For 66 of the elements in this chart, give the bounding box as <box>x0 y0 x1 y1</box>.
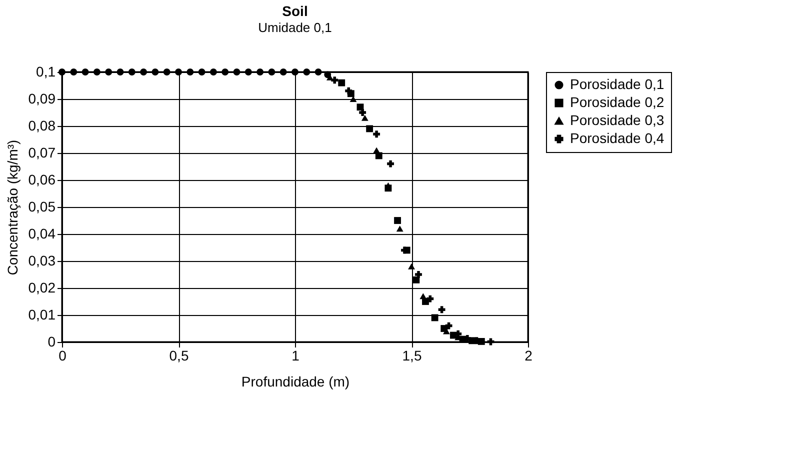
point <box>140 68 148 76</box>
point <box>292 68 298 76</box>
chart-title: Soil <box>282 3 308 19</box>
point <box>366 125 374 132</box>
point <box>233 68 240 76</box>
legend-label: Porosidade 0,2 <box>570 94 664 110</box>
x-tick-label: 0 <box>58 348 67 364</box>
point <box>222 68 229 76</box>
point <box>387 160 394 168</box>
legend-label: Porosidade 0,1 <box>570 76 664 92</box>
y-tick-label: 0,06 <box>28 172 56 188</box>
point <box>338 79 346 86</box>
y-tick-label: 0,1 <box>36 64 56 80</box>
x-tick-label: 0,5 <box>169 348 189 364</box>
point <box>116 68 124 76</box>
x-tick-label: 2 <box>524 348 533 364</box>
point <box>152 68 159 76</box>
point <box>210 68 217 76</box>
point <box>394 217 401 224</box>
point <box>175 68 182 76</box>
y-tick-label: 0,07 <box>28 144 56 160</box>
point <box>373 130 380 138</box>
x-tick-label: 1,5 <box>402 348 422 364</box>
point <box>396 226 404 232</box>
point <box>415 271 422 278</box>
point <box>82 68 89 76</box>
point <box>186 68 194 76</box>
point <box>314 68 322 76</box>
point <box>431 314 438 322</box>
x-axis-title: Profundidade (m) <box>241 374 350 390</box>
point <box>244 68 252 76</box>
point <box>128 68 136 76</box>
point <box>105 68 112 76</box>
y-tick-label: 0,03 <box>28 252 56 268</box>
point <box>303 68 310 76</box>
chart-subtitle: Umidade 0,1 <box>258 20 332 35</box>
point <box>280 68 287 76</box>
y-tick-label: 0 <box>48 334 56 350</box>
point <box>384 182 392 188</box>
y-tick-label: 0,02 <box>28 280 56 296</box>
point <box>93 68 100 76</box>
point <box>420 293 427 300</box>
point <box>163 68 170 76</box>
point <box>256 68 264 76</box>
y-tick-label: 0,08 <box>28 118 56 134</box>
legend-label: Porosidade 0,4 <box>570 130 664 146</box>
x-tick-label: 1 <box>292 348 300 364</box>
point <box>198 68 206 76</box>
y-tick-label: 0,04 <box>28 226 56 242</box>
y-axis-title: Concentração (kg/m³) <box>4 140 20 276</box>
point <box>331 76 338 84</box>
point <box>70 68 78 76</box>
point <box>359 109 366 116</box>
point <box>426 295 434 302</box>
legend-label: Porosidade 0,3 <box>570 112 664 128</box>
point <box>373 147 380 154</box>
point <box>361 114 368 121</box>
y-tick-label: 0,01 <box>28 306 56 322</box>
point <box>408 263 415 270</box>
point <box>412 276 420 284</box>
point <box>345 87 352 94</box>
point <box>268 68 276 76</box>
y-tick-label: 0,05 <box>28 198 56 214</box>
point <box>350 96 357 102</box>
y-tick-label: 0,09 <box>28 90 56 106</box>
point <box>438 306 446 314</box>
